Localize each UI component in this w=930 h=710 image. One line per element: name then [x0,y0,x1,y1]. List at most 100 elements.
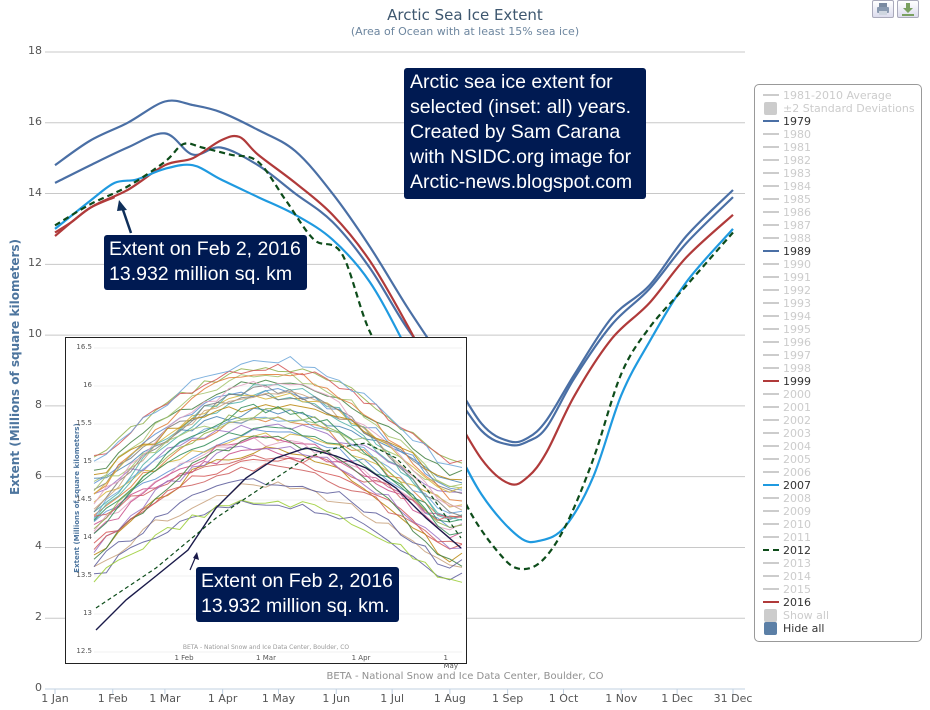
y-tick-label: 0 [35,681,42,694]
legend-swatch [764,622,777,635]
chart-subtitle: (Area of Ocean with at least 15% sea ice… [350,25,580,38]
legend-label: 1984 [783,180,811,193]
y-tick-label: 12 [28,256,42,270]
legend-swatch [763,445,779,447]
inset-series-line [93,435,463,539]
chart-title: Arctic Sea Ice Extent [387,6,543,24]
legend-swatch [763,120,779,122]
legend-label: 1996 [783,336,811,349]
legend-swatch [763,302,779,304]
legend-label: Hide all [783,622,825,635]
inset-series-line-2016 [95,447,462,631]
inset-annotation: Extent on Feb 2, 2016 13.932 million sq.… [196,567,399,622]
legend-label: 2002 [783,414,811,427]
legend-swatch [763,276,779,278]
main-annotation: Extent on Feb 2, 2016 13.932 million sq.… [104,235,307,290]
legend-label: 1985 [783,193,811,206]
x-tick-label: 1 Mar [149,692,181,705]
note-line: Arctic sea ice extent for [410,71,613,93]
inset-y-tick-label: 15 [83,457,92,465]
legend-label: 2001 [783,401,811,414]
legend-label: 1981 [783,141,811,154]
legend-label: 1986 [783,206,811,219]
x-tick-label: 1 Jan [41,692,69,705]
inset-series-line [93,416,463,492]
inset-x-tick-label: 1 Feb [174,654,194,662]
legend-swatch [763,94,779,96]
legend-label: 1979 [783,115,811,128]
print-button[interactable] [872,0,894,18]
legend-swatch [763,211,779,213]
legend-label: 1994 [783,310,811,323]
legend-swatch [763,562,779,564]
legend-label: 1989 [783,245,811,258]
legend-label: 1988 [783,232,811,245]
legend-swatch [763,237,779,239]
y-tick-label: 2 [35,610,42,624]
legend-swatch [763,146,779,148]
legend-swatch [764,609,777,622]
legend-swatch [763,510,779,512]
inset-series-line [93,385,463,517]
x-tick-label: 1 Feb [97,692,128,705]
legend-label: 2004 [783,440,811,453]
inset-y-tick-label: 15.5 [76,419,92,427]
y-tick-label: 8 [35,397,42,411]
note-callout: Arctic sea ice extent for selected (inse… [404,68,646,199]
inset-credit-text: BETA - National Snow and Ice Data Center… [182,644,350,651]
y-tick-label: 6 [35,468,42,482]
legend-swatch [763,406,779,408]
inset-series-line [93,426,463,523]
inset-series-line [93,380,463,507]
legend-label: 2011 [783,531,811,544]
note-line: selected (inset: all) years. [410,96,632,118]
legend-swatch [763,393,779,395]
inset-series-line [93,393,463,495]
legend-swatch [763,549,779,551]
x-tick-label: 1 Oct [548,692,579,705]
inset-series-line [93,356,463,468]
legend: 1981-2010 Average ±2 Standard Deviations 1… [754,84,922,642]
legend-label: 2006 [783,466,811,479]
legend-swatch [763,601,779,603]
inset-series-line [93,435,463,567]
legend-label: 2014 [783,570,811,583]
legend-label: 1999 [783,375,811,388]
legend-label: 2007 [783,479,811,492]
inset-y-tick-label: 14 [83,533,92,541]
legend-swatch [763,523,779,525]
legend-label: 1981-2010 Average [783,89,892,102]
note-line: with NSIDC.org image for [410,146,632,168]
inset-series-line [93,499,463,583]
legend-swatch [764,102,777,115]
y-tick-label: 18 [28,44,42,57]
note-line: Arctic-news.blogspot.com [410,171,633,193]
legend-swatch [763,289,779,291]
inset-series-line [93,436,463,532]
legend-swatch [763,328,779,330]
print-icon [877,3,889,15]
legend-label: 2013 [783,557,811,570]
legend-swatch [763,471,779,473]
legend-label: 1987 [783,219,811,232]
inset-series-line [93,373,463,502]
annotation-line: Extent on Feb 2, 2016 [201,570,393,592]
legend-swatch [763,484,779,486]
inset-series-line [93,390,463,511]
download-button[interactable] [897,0,919,18]
inset-annotation-arrowhead [193,552,199,560]
legend-swatch [763,185,779,187]
legend-swatch [763,575,779,577]
legend-label: 1982 [783,154,811,167]
legend-label: 1980 [783,128,811,141]
inset-series-line [93,478,463,569]
legend-label: 1997 [783,349,811,362]
legend-label: 2005 [783,453,811,466]
y-tick-label: 4 [35,539,42,553]
legend-label: 2012 [783,544,811,557]
inset-y-tick-label: 13 [83,609,92,617]
x-tick-label: 1 Aug [433,692,466,705]
inset-y-tick-label: 13.5 [76,571,92,579]
legend-label: 1990 [783,258,811,271]
